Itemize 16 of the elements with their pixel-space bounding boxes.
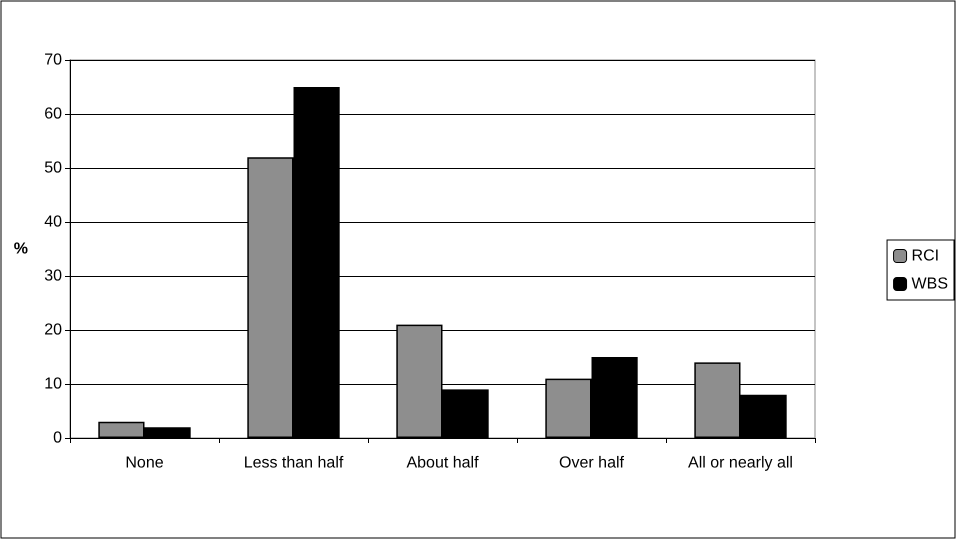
y-axis-title: % (14, 240, 28, 258)
y-tick-label: 50 (44, 160, 62, 176)
legend-label: WBS (912, 276, 948, 292)
x-tick-label: About half (406, 454, 480, 472)
y-tick-label: 30 (44, 268, 62, 284)
y-tick-label: 70 (44, 52, 62, 68)
x-tick-label: Over half (559, 454, 625, 472)
y-tick-label: 20 (44, 322, 62, 338)
x-tick-label: Less than half (244, 454, 344, 472)
x-tick-label: All or nearly all (688, 454, 793, 472)
y-tick-label: 0 (53, 430, 62, 446)
y-tick-label: 40 (44, 214, 62, 230)
y-tick-label: 10 (44, 376, 62, 392)
y-tick-label: 60 (44, 106, 62, 122)
legend-label: RCI (912, 248, 940, 264)
x-tick-label: None (125, 454, 164, 472)
